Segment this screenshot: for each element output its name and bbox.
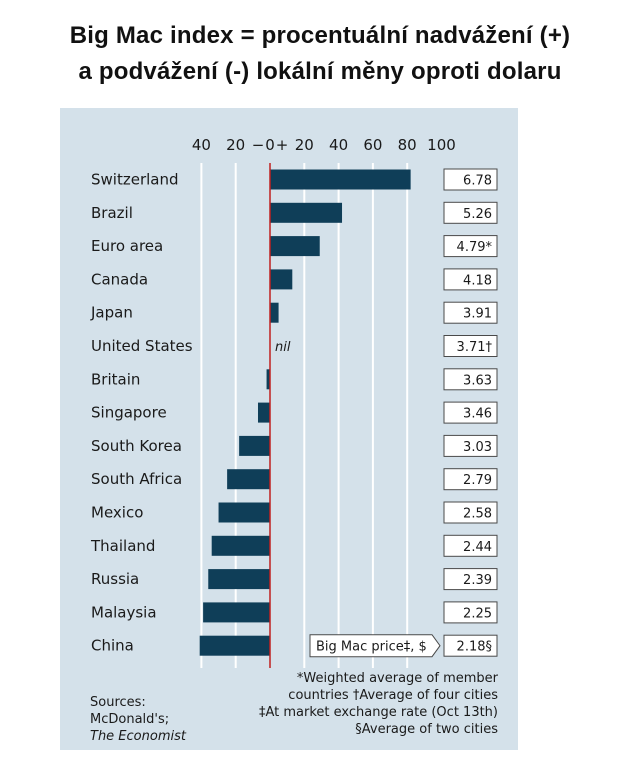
price-label: 3.03 xyxy=(463,440,492,455)
price-label: 2.79 xyxy=(463,473,492,488)
price-label: 4.18 xyxy=(463,273,492,288)
price-label: 2.18§ xyxy=(457,640,492,655)
chart-title-line-1: Big Mac index = procentuální nadvážení (… xyxy=(69,22,571,49)
category-label: Brazil xyxy=(91,204,133,222)
category-label: Thailand xyxy=(90,537,155,555)
category-label: Switzerland xyxy=(91,171,179,189)
price-box xyxy=(443,501,498,524)
price-label: 2.58 xyxy=(463,507,492,522)
x-tick-label: − xyxy=(252,136,265,154)
bar xyxy=(270,236,320,257)
category-label: Euro area xyxy=(91,237,163,255)
bar xyxy=(211,535,270,556)
price-label: 3.63 xyxy=(463,373,492,388)
category-label: Singapore xyxy=(91,404,167,422)
price-box xyxy=(443,468,498,491)
x-tick-label: 40 xyxy=(192,136,211,154)
footnote-line: countries †Average of four cities xyxy=(288,688,498,703)
price-box xyxy=(443,534,498,557)
x-tick-label: 20 xyxy=(295,136,314,154)
price-label: 5.26 xyxy=(463,207,492,222)
nil-label: nil xyxy=(275,340,291,355)
bar xyxy=(227,469,270,490)
price-box xyxy=(443,335,498,357)
bar xyxy=(270,302,279,323)
price-label: 2.25 xyxy=(463,606,492,621)
footnote-line: ‡At market exchange rate (Oct 13th) xyxy=(258,705,498,720)
sources-line: Sources: xyxy=(90,695,146,710)
price-label: 3.46 xyxy=(463,407,492,422)
category-label: Britain xyxy=(91,370,140,388)
price-box xyxy=(443,401,498,424)
x-tick-label: 20 xyxy=(226,136,245,154)
footnote-line: §Average of two cities xyxy=(355,722,498,737)
price-box xyxy=(443,368,498,391)
bar xyxy=(218,502,270,523)
x-tick-label: 60 xyxy=(363,136,382,154)
category-label: Canada xyxy=(91,270,148,288)
bar xyxy=(266,369,270,390)
footnotes: *Weighted average of member countries †A… xyxy=(259,670,498,738)
bar xyxy=(270,202,343,223)
category-label: Malaysia xyxy=(91,603,157,621)
x-tick-label: 40 xyxy=(329,136,348,154)
price-label: 6.78 xyxy=(463,174,492,189)
x-tick-label: + xyxy=(276,136,289,154)
bar xyxy=(239,435,270,456)
price-box xyxy=(443,268,498,291)
category-label: United States xyxy=(91,337,193,355)
bar xyxy=(257,402,270,423)
bar xyxy=(203,602,270,623)
price-label: 4.79* xyxy=(457,240,493,255)
x-tick-label: 0 xyxy=(265,136,275,154)
category-label: South Africa xyxy=(91,470,182,488)
bar xyxy=(270,269,293,290)
category-label: Japan xyxy=(90,304,133,322)
price-label: 2.44 xyxy=(463,540,492,555)
price-label: 3.91 xyxy=(463,307,492,322)
price-box xyxy=(443,434,498,457)
price-box xyxy=(443,301,498,324)
price-box xyxy=(443,568,498,591)
footnote-line: *Weighted average of member xyxy=(296,671,498,686)
price-box xyxy=(443,601,498,624)
price-callout-label: Big Mac price‡, $ xyxy=(316,640,427,655)
price-label: 2.39 xyxy=(463,573,492,588)
sources-line: The Economist xyxy=(90,729,186,744)
category-label: China xyxy=(91,637,134,655)
price-callout-box xyxy=(309,634,441,658)
chart-title-line-2: a podvážení (-) lokální měny oproti dola… xyxy=(78,58,562,85)
price-box xyxy=(443,201,498,224)
x-tick-label: 100 xyxy=(427,136,456,154)
price-label: 3.71† xyxy=(457,340,493,355)
bar xyxy=(199,635,270,656)
price-box xyxy=(443,634,498,657)
category-label: Russia xyxy=(91,570,139,588)
sources-line: McDonald's; xyxy=(90,712,170,727)
bar xyxy=(270,169,411,190)
bar xyxy=(208,569,270,590)
sources-note: Sources: McDonald's; The Economist xyxy=(90,694,186,745)
category-label: South Korea xyxy=(91,437,182,455)
x-tick-label: 80 xyxy=(398,136,417,154)
category-label: Mexico xyxy=(91,504,143,522)
price-box xyxy=(443,235,498,258)
price-box xyxy=(443,168,498,191)
